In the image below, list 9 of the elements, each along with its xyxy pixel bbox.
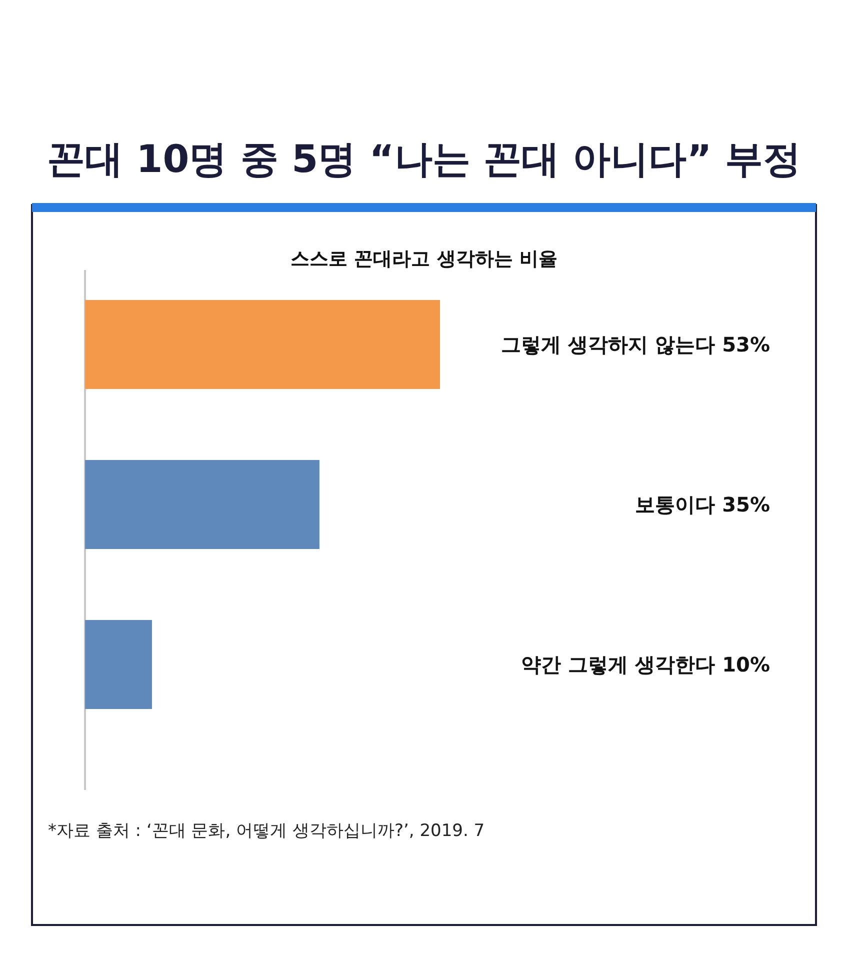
chart-title: 꼰대 10명 중 5명 “나는 꼰대 아니다” 부정 — [47, 137, 801, 181]
y-tick-label: 그렇게 생각하지 않는다 — [501, 332, 716, 356]
value-label: 35% — [722, 492, 770, 516]
chart-subtitle: 스스로 꼰대라고 생각하는 비율 — [290, 248, 558, 270]
value-label: 10% — [722, 652, 770, 676]
value-label: 53% — [722, 332, 770, 356]
text: *자료 출처 : ‘꼰대 문화, 어떻게 생각하십니까?’, 2019. 7 — [48, 821, 485, 841]
y-tick-label: 약간 그렇게 생각한다 — [521, 652, 716, 676]
y-tick-label: 보통이다 — [635, 492, 716, 516]
